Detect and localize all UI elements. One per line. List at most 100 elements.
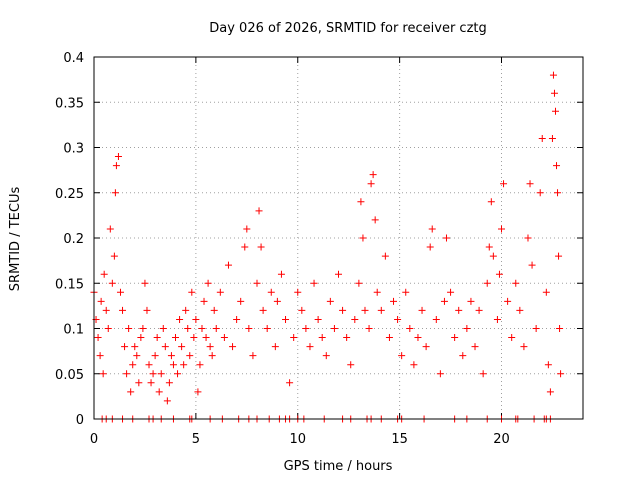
data-point [210,306,218,314]
data-point [357,198,365,206]
data-point [326,297,334,305]
data-point [524,234,532,242]
data-point [493,315,501,323]
data-point [322,352,330,360]
data-point [206,343,214,351]
data-point [174,370,182,378]
data-point [131,343,139,351]
data-point [467,297,475,305]
data-point [512,279,520,287]
y-tick-label: 0.3 [63,142,84,157]
data-point [194,388,202,396]
x-axis-label: GPS time / hours [284,459,393,474]
data-point [451,334,459,342]
data-point [432,315,440,323]
data-point [224,261,232,269]
y-tick-label: 0.4 [63,51,84,66]
y-tick-label: 0 [76,413,84,428]
data-point [165,379,173,387]
data-point [106,225,114,233]
data-point [550,89,558,97]
data-point [178,343,186,351]
data-point [208,352,216,360]
data-point [306,343,314,351]
data-points [90,71,565,423]
data-point [159,325,167,332]
data-point [245,325,253,332]
data-point [385,334,393,342]
data-point [157,370,165,378]
data-point [290,334,298,342]
data-point [190,334,198,342]
data-point [198,325,206,332]
data-point [343,334,351,342]
data-point [286,379,294,387]
data-point [418,306,426,314]
data-point [528,261,536,269]
data-point [330,325,338,332]
data-point [369,171,377,179]
data-point [145,361,153,369]
data-point [216,288,224,296]
data-point [556,325,564,332]
data-point [487,198,495,206]
data-point [367,180,375,188]
data-point [97,297,105,305]
data-point [422,343,430,351]
data-point [196,361,204,369]
data-point [116,288,124,296]
y-tick-label: 0.35 [55,96,84,111]
y-axis-label: SRMTID / TECUs [8,187,23,292]
data-point [192,315,200,323]
data-point [282,315,290,323]
data-point [426,243,434,251]
data-point [104,325,112,332]
data-point [111,189,119,197]
y-tick-label: 0.25 [55,187,84,202]
data-point [463,325,471,332]
data-point [202,334,210,342]
data-point [237,297,245,305]
data-point [365,325,373,332]
data-point [137,334,145,342]
data-point [255,207,263,215]
y-tick-label: 0.05 [55,368,84,383]
data-point [310,279,318,287]
data-point [108,279,116,287]
chart-title: Day 026 of 2026, SRMTID for receiver czt… [209,21,487,36]
data-point [143,306,151,314]
data-point [271,343,279,351]
data-point [153,334,161,342]
data-point [220,334,228,342]
data-point [351,315,359,323]
data-point [267,288,275,296]
data-point [204,279,212,287]
data-point [200,297,208,305]
data-point [314,315,322,323]
x-tick-label: 20 [493,432,510,447]
data-point [188,288,196,296]
data-point [298,306,306,314]
data-point [119,306,127,314]
data-point [241,243,249,251]
x-tick-label: 5 [192,432,200,447]
data-point [520,343,528,351]
data-point [129,361,137,369]
data-point [553,162,561,170]
data-point [442,234,450,242]
gridlines [94,57,583,419]
data-point [414,334,422,342]
data-point [371,216,379,224]
data-point [381,252,389,260]
data-point [532,325,540,332]
data-point [542,288,550,296]
y-tick-label: 0.1 [63,323,84,338]
data-point [121,343,129,351]
data-point [504,297,512,305]
x-tick-label: 15 [391,432,408,447]
data-point [347,361,355,369]
data-point [184,325,192,332]
data-point [151,352,159,360]
data-point [361,306,369,314]
data-point [551,107,559,115]
